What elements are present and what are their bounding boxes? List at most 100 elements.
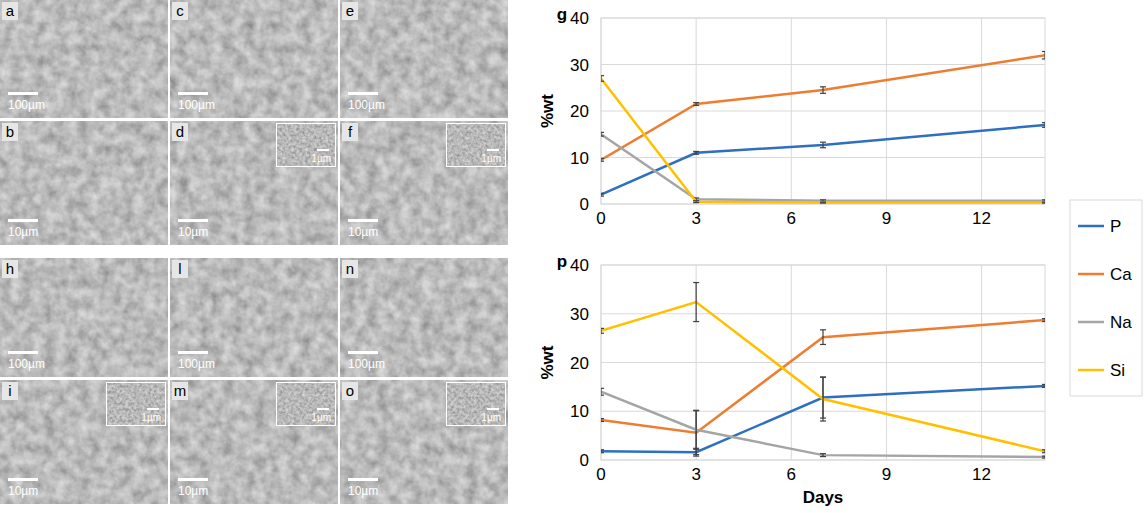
error-cap bbox=[693, 282, 699, 283]
sem-image bbox=[170, 121, 338, 245]
legend-entry: Na bbox=[1110, 313, 1132, 332]
scale-bar bbox=[178, 219, 208, 222]
error-cap bbox=[693, 456, 699, 457]
error-cap bbox=[820, 202, 826, 203]
inset-image bbox=[447, 383, 505, 425]
grid-line bbox=[601, 111, 1045, 112]
error-bar bbox=[1042, 456, 1045, 458]
y-axis-title: %wt bbox=[538, 94, 557, 128]
grid-line bbox=[601, 460, 1045, 461]
x-tick-label: 9 bbox=[882, 209, 891, 228]
scale-bar bbox=[178, 478, 208, 481]
error-cap bbox=[820, 201, 826, 202]
label-patch bbox=[342, 382, 358, 400]
x-tick-label: 0 bbox=[596, 465, 605, 484]
inset-scale-bar bbox=[487, 149, 499, 151]
y-tick-label: 0 bbox=[580, 451, 589, 470]
image-panel: c100µm bbox=[170, 0, 338, 118]
label-patch bbox=[2, 123, 18, 141]
error-cap bbox=[820, 202, 826, 203]
label-patch bbox=[2, 2, 18, 20]
panel-letter: c bbox=[176, 2, 184, 19]
y-tick-label: 30 bbox=[570, 56, 589, 75]
error-cap bbox=[1042, 202, 1045, 203]
sem-image bbox=[340, 380, 508, 504]
error-cap bbox=[1042, 127, 1045, 128]
legend-entry: Ca bbox=[1110, 265, 1132, 284]
grid-line bbox=[981, 265, 982, 460]
inset-scale-label: 1µm bbox=[311, 412, 331, 423]
sem-image bbox=[0, 0, 168, 118]
grid-line bbox=[601, 18, 602, 204]
error-cap bbox=[820, 420, 826, 421]
sem-image bbox=[0, 258, 168, 377]
y-tick-label: 10 bbox=[570, 402, 589, 421]
error-cap bbox=[693, 105, 699, 106]
error-cap bbox=[1042, 452, 1045, 453]
scale-bar-label: 100µm bbox=[348, 98, 385, 112]
error-cap bbox=[601, 333, 604, 334]
error-cap bbox=[1042, 58, 1045, 59]
error-cap bbox=[601, 195, 604, 196]
scale-bar-label: 100µm bbox=[348, 357, 385, 371]
error-cap bbox=[1042, 122, 1045, 123]
scale-bar bbox=[178, 92, 208, 95]
error-cap bbox=[693, 200, 699, 201]
x-tick-label: 0 bbox=[596, 209, 605, 228]
error-bar bbox=[601, 419, 604, 422]
error-bar bbox=[693, 103, 699, 106]
grid-line bbox=[601, 313, 1045, 314]
scale-bar-label: 10µm bbox=[178, 484, 208, 498]
error-cap bbox=[693, 154, 699, 155]
error-cap bbox=[1042, 456, 1045, 457]
error-bar bbox=[1042, 319, 1045, 322]
scale-bar-label: 10µm bbox=[348, 484, 378, 498]
grid-line bbox=[696, 265, 697, 460]
inset-scale-bar bbox=[317, 149, 329, 151]
scale-bar bbox=[8, 478, 38, 481]
image-panel: a100µm bbox=[0, 0, 168, 118]
scale-bar bbox=[348, 92, 378, 95]
error-stem bbox=[822, 87, 823, 94]
y-tick-label: 30 bbox=[570, 305, 589, 324]
panel-letter: d bbox=[176, 123, 184, 140]
series-line bbox=[601, 320, 1045, 433]
x-tick-label: 9 bbox=[882, 465, 891, 484]
sem-image bbox=[0, 121, 168, 245]
error-cap bbox=[693, 102, 699, 103]
x-tick-label: 12 bbox=[972, 209, 991, 228]
series-line bbox=[601, 55, 1045, 160]
error-bar bbox=[601, 158, 604, 161]
grid-line bbox=[601, 362, 1045, 363]
scale-bar-label: 10µm bbox=[348, 225, 378, 239]
inset-scale-label: 1µm bbox=[141, 412, 161, 423]
scale-bar bbox=[348, 351, 378, 354]
error-bar bbox=[1042, 123, 1045, 128]
image-panel: e100µm bbox=[340, 0, 508, 118]
error-cap bbox=[1042, 202, 1045, 203]
error-stem bbox=[1044, 123, 1045, 128]
error-cap bbox=[1042, 387, 1045, 388]
error-cap bbox=[1042, 449, 1045, 450]
error-stem bbox=[601, 388, 602, 395]
error-bar bbox=[601, 132, 604, 136]
image-panel: o10µm1µm bbox=[340, 380, 508, 504]
label-patch bbox=[172, 123, 188, 141]
error-cap bbox=[693, 410, 699, 411]
error-bar bbox=[601, 328, 604, 333]
image-panel: l100µm bbox=[170, 258, 338, 377]
inset-image bbox=[447, 124, 505, 166]
scale-bar-label: 100µm bbox=[178, 357, 215, 371]
error-stem bbox=[822, 330, 823, 345]
legend-entry: P bbox=[1110, 217, 1121, 236]
sem-image bbox=[170, 0, 338, 118]
inset-frame bbox=[276, 123, 336, 167]
y-tick-label: 20 bbox=[570, 354, 589, 373]
sem-image bbox=[340, 0, 508, 118]
grid-line bbox=[601, 265, 1045, 266]
sem-image bbox=[170, 258, 338, 377]
error-cap bbox=[693, 454, 699, 455]
error-stem bbox=[601, 328, 602, 333]
error-cap bbox=[820, 142, 826, 143]
panel-letter: m bbox=[174, 382, 187, 399]
